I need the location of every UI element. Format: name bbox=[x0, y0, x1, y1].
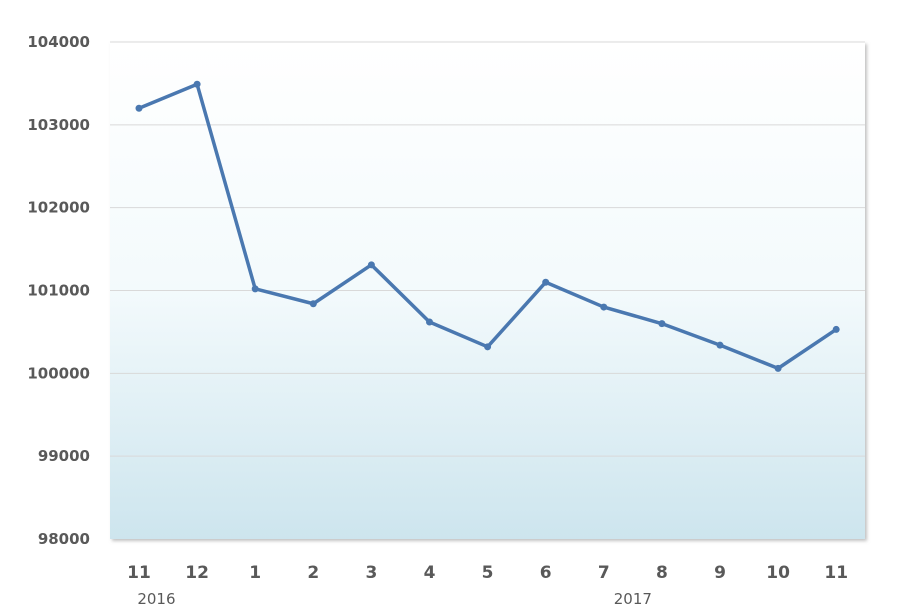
x-tick-label: 11 bbox=[824, 563, 848, 583]
data-point bbox=[832, 325, 840, 333]
x-tick-label: 4 bbox=[424, 563, 436, 583]
x-tick-label: 8 bbox=[656, 563, 668, 583]
x-tick-label: 7 bbox=[598, 563, 610, 583]
data-point bbox=[774, 364, 782, 372]
x-tick-label: 1 bbox=[249, 563, 261, 583]
data-point bbox=[716, 341, 724, 349]
x-tick-label: 11 bbox=[127, 563, 151, 583]
data-point bbox=[542, 278, 550, 286]
data-point bbox=[658, 320, 666, 328]
data-point bbox=[251, 285, 259, 293]
data-point bbox=[309, 300, 317, 308]
data-point bbox=[426, 318, 433, 326]
x-tick-label: 6 bbox=[540, 563, 552, 583]
y-tick-label: 104000 bbox=[27, 33, 90, 51]
x-tick-label: 5 bbox=[482, 563, 494, 583]
y-tick-label: 99000 bbox=[38, 447, 90, 465]
y-tick-label: 98000 bbox=[38, 530, 90, 548]
y-tick-label: 101000 bbox=[27, 282, 90, 300]
x-tick-label: 2 bbox=[307, 563, 319, 583]
data-point bbox=[367, 261, 375, 269]
data-point bbox=[193, 80, 201, 88]
x-tick-label: 9 bbox=[714, 563, 726, 583]
x-tick-label: 10 bbox=[766, 563, 790, 583]
data-point bbox=[484, 343, 492, 351]
data-point bbox=[135, 104, 143, 112]
x-tick-label: 3 bbox=[365, 563, 377, 583]
year-label: 2017 bbox=[614, 590, 652, 608]
x-tick-label: 12 bbox=[185, 563, 209, 583]
year-label: 2016 bbox=[137, 590, 175, 608]
y-tick-label: 100000 bbox=[27, 364, 90, 382]
y-tick-label: 102000 bbox=[27, 199, 90, 217]
data-point bbox=[600, 303, 608, 311]
y-tick-label: 103000 bbox=[27, 116, 90, 134]
